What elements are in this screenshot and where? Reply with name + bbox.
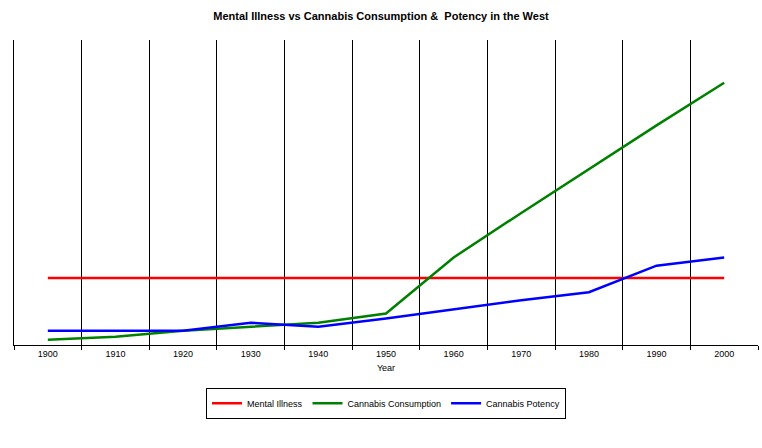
svg-text:2000: 2000: [714, 349, 734, 359]
svg-text:1950: 1950: [376, 349, 396, 359]
svg-text:Mental Illness: Mental Illness: [247, 399, 303, 409]
svg-text:1960: 1960: [444, 349, 464, 359]
svg-text:Mental Illness vs Cannabis Con: Mental Illness vs Cannabis Consumption &…: [213, 10, 549, 22]
svg-text:1910: 1910: [105, 349, 125, 359]
svg-text:1940: 1940: [308, 349, 328, 359]
svg-text:1900: 1900: [38, 349, 58, 359]
svg-text:1980: 1980: [579, 349, 599, 359]
svg-text:Cannabis Potency: Cannabis Potency: [486, 399, 560, 409]
svg-text:Year: Year: [377, 363, 395, 373]
svg-text:1920: 1920: [173, 349, 193, 359]
svg-text:1970: 1970: [511, 349, 531, 359]
svg-text:1990: 1990: [647, 349, 667, 359]
svg-text:1930: 1930: [241, 349, 261, 359]
svg-text:Cannabis Consumption: Cannabis Consumption: [348, 399, 442, 409]
